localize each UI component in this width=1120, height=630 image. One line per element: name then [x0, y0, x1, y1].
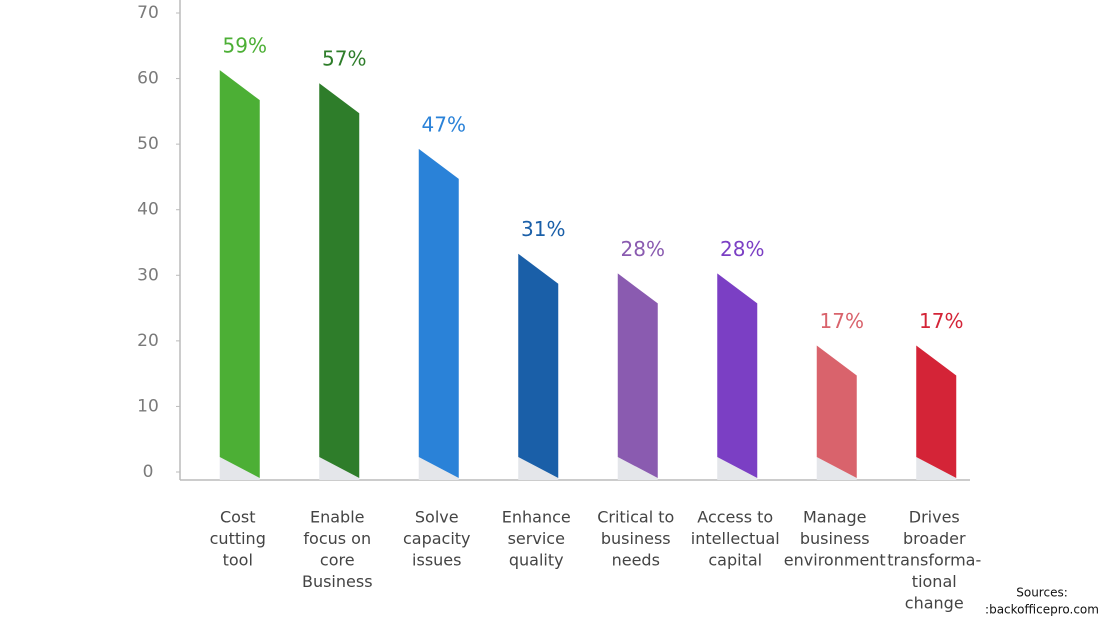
x-tick-label: capacity [403, 529, 471, 548]
y-tick-label: 40 [137, 200, 159, 220]
value-label: 47% [422, 112, 466, 136]
x-tick-label: service [508, 529, 565, 548]
x-tick-label: Enable [310, 508, 365, 527]
value-label: 28% [621, 237, 665, 261]
bar [816, 345, 857, 478]
bar [319, 83, 360, 478]
x-tick-label: business [601, 529, 671, 548]
x-tick-label: business [800, 529, 870, 548]
x-tick-label: Critical to [597, 508, 674, 527]
x-tick-label: broader [903, 529, 966, 548]
value-label: 17% [820, 309, 864, 333]
bar-base [617, 457, 658, 480]
value-label: 57% [322, 47, 366, 71]
bar-base [916, 457, 957, 480]
x-tick-label: Access to [697, 508, 773, 527]
y-tick-label: 70 [137, 3, 159, 23]
value-label: 31% [521, 217, 565, 241]
bar-base [219, 457, 260, 480]
x-tick-label: Business [302, 572, 373, 591]
y-tick-label: 10 [137, 396, 159, 416]
x-tick-label: Solve [415, 508, 459, 527]
bar-base [717, 457, 758, 480]
y-tick-label: 50 [137, 134, 159, 154]
bar [518, 253, 559, 478]
y-tick-label: 0 [143, 462, 154, 482]
x-tick-label: transforma- [887, 551, 981, 570]
x-tick-label: capital [708, 551, 762, 570]
bar [916, 345, 957, 478]
x-tick-label: focus on [303, 529, 371, 548]
x-tick-label: tional [912, 572, 957, 591]
x-tick-label: cutting [210, 529, 266, 548]
x-tick-label: Cost [220, 508, 256, 527]
value-label: 17% [919, 309, 963, 333]
y-tick-label: 30 [137, 265, 159, 285]
bar [418, 148, 459, 479]
x-tick-label: core [320, 551, 355, 570]
bar [717, 273, 758, 478]
x-tick-label: Enhance [502, 508, 571, 527]
bar-base [518, 457, 559, 480]
x-tick-label: quality [509, 551, 564, 570]
bar-base [418, 457, 459, 480]
x-tick-label: change [905, 594, 964, 613]
bar [219, 70, 260, 478]
x-tick-label: intellectual [691, 529, 780, 548]
x-tick-label: tool [223, 551, 253, 570]
x-tick-label: issues [412, 551, 461, 570]
x-tick-label: Manage [803, 508, 867, 527]
x-tick-label: environment [784, 551, 886, 570]
y-tick-label: 60 [137, 69, 159, 89]
source: :backofficepro.com [985, 603, 1099, 617]
bar [617, 273, 658, 478]
bar-base [816, 457, 857, 480]
source: Sources: [1016, 586, 1068, 600]
y-tick-label: 20 [137, 331, 159, 351]
x-tick-label: Drives [909, 508, 960, 527]
value-label: 28% [720, 237, 764, 261]
value-label: 59% [223, 34, 267, 58]
bar-base [319, 457, 360, 480]
x-tick-label: needs [612, 551, 660, 570]
